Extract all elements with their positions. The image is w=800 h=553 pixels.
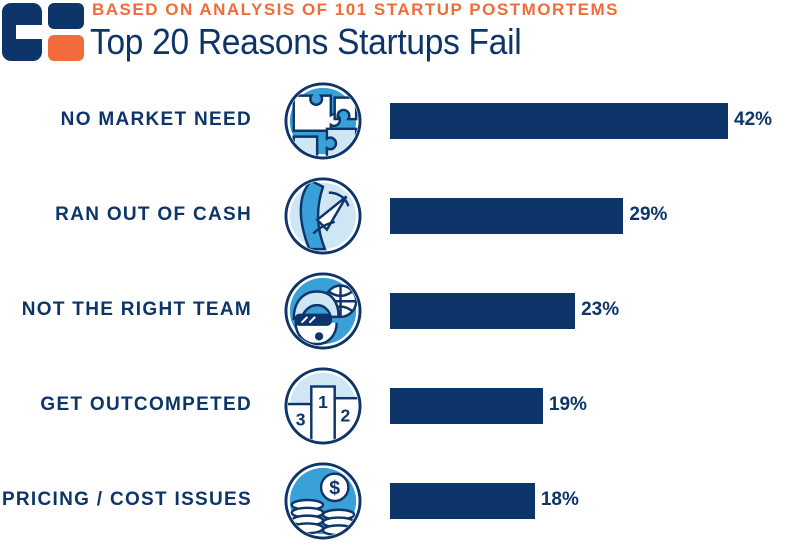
category-label: NOT THE RIGHT TEAM: [21, 299, 252, 320]
logo-icon: [2, 3, 84, 61]
bar: [390, 483, 535, 519]
category-label: RAN OUT OF CASH: [55, 204, 252, 225]
value-label: 42%: [734, 109, 773, 130]
podium-third: 3: [296, 410, 306, 430]
value-label: 19%: [548, 394, 587, 415]
category-label: PRICING / COST ISSUES: [1, 489, 252, 510]
value-label: 29%: [629, 204, 668, 225]
category-label: GET OUTCOMPETED: [40, 394, 252, 415]
bar: [390, 198, 624, 234]
bar: [390, 103, 728, 139]
coin-dollar-sign: $: [329, 477, 340, 499]
podium-second: 2: [341, 406, 351, 426]
team-icon: [284, 272, 362, 350]
puzzle-icon: [284, 82, 362, 160]
bar: [390, 293, 576, 329]
category-label: NO MARKET NEED: [60, 109, 252, 130]
chart-subtitle: BASED ON ANALYSIS OF 101 STARTUP POSTMOR…: [92, 0, 619, 19]
bar: [390, 388, 543, 424]
value-label: 23%: [581, 299, 620, 320]
podium-icon: 1 2 3: [284, 367, 362, 445]
podium-first: 1: [318, 392, 328, 412]
chart-title: Top 20 Reasons Startups Fail: [90, 21, 522, 62]
cash-hand-icon: [284, 177, 362, 255]
value-label: 18%: [540, 489, 579, 510]
coins-icon: $: [284, 462, 362, 540]
